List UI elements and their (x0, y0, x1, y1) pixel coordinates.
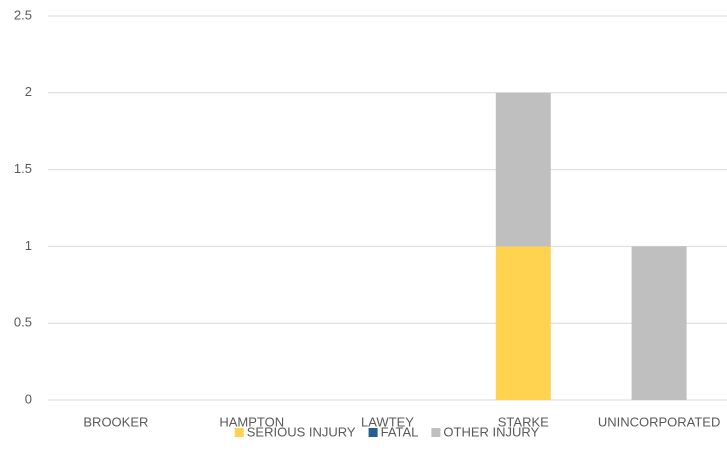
y-tick-label: 1.5 (14, 161, 32, 176)
legend-label: FATAL (381, 424, 419, 439)
y-tick-label: 2.5 (14, 7, 32, 22)
y-tick-label: 2 (25, 84, 32, 99)
bar-segment (495, 92, 551, 247)
legend-label: SERIOUS INJURY (247, 424, 356, 439)
y-tick-label: 0.5 (14, 315, 32, 330)
legend-swatch (368, 428, 378, 437)
x-tick-label: HAMPTON (219, 414, 284, 429)
x-tick-label: BROOKER (83, 414, 148, 429)
y-tick-label: 0 (25, 391, 32, 406)
y-tick-label: 1 (25, 238, 32, 253)
legend-label: OTHER INJURY (443, 424, 539, 439)
x-tick-label: STARKE (498, 414, 549, 429)
x-tick-label: LAWTEY (361, 414, 414, 429)
bar-segment (631, 246, 687, 400)
legend-swatch (431, 428, 441, 437)
bar-segment (495, 246, 551, 400)
x-tick-label: UNINCORPORATED (598, 414, 721, 429)
legend-swatch (234, 428, 244, 437)
